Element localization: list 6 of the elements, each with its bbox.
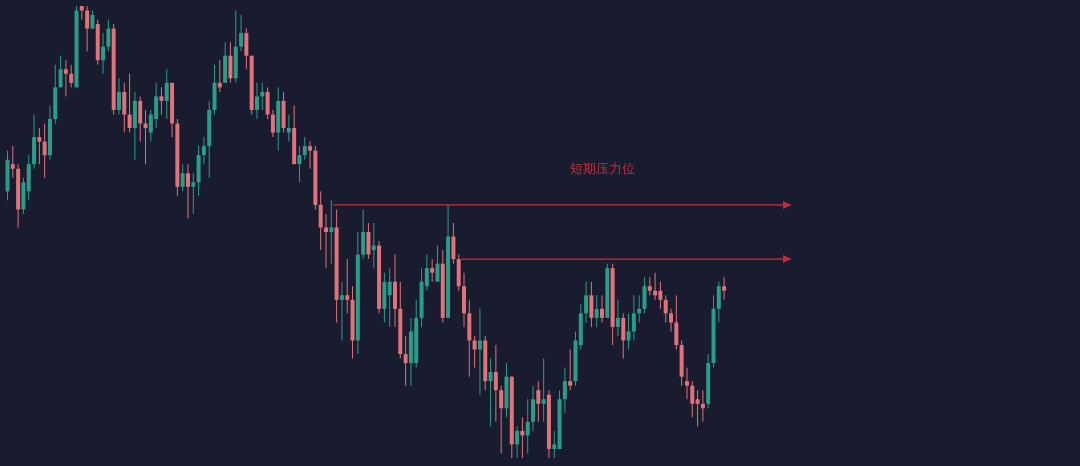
candlestick bbox=[329, 200, 334, 264]
candlestick bbox=[323, 213, 328, 269]
candlestick bbox=[541, 358, 546, 422]
candlestick bbox=[339, 281, 344, 341]
ref-line-label: 短期压力位 bbox=[569, 160, 635, 176]
candlestick bbox=[345, 259, 350, 314]
